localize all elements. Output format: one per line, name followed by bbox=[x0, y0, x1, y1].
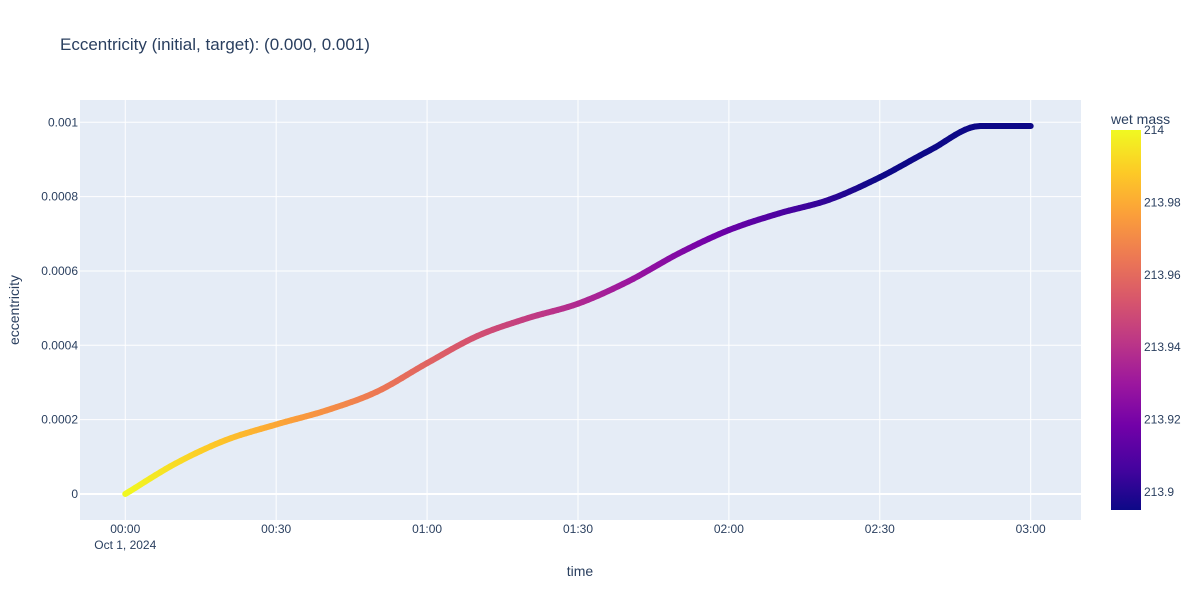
colorbar-tick-label: 213.92 bbox=[1144, 413, 1181, 427]
colorbar-tick-label: 213.9 bbox=[1144, 485, 1174, 499]
x-tick-label: 01:00 bbox=[412, 522, 442, 536]
eccentricity-trace bbox=[122, 123, 1034, 497]
colorbar-tick-label: 213.98 bbox=[1144, 195, 1181, 209]
y-tick-label: 0.0006 bbox=[41, 264, 78, 278]
y-tick-label: 0.0004 bbox=[41, 338, 78, 352]
x-tick-label: 00:00 bbox=[110, 522, 140, 536]
colorbar-title: wet mass bbox=[1110, 111, 1170, 127]
colorbar-ticks: 214 213.98 213.96 213.94 213.92 213.9 bbox=[1144, 123, 1181, 499]
colorbar: wet mass 214 213.98 213.96 213.94 213.92 213.… bbox=[1110, 111, 1181, 510]
colorbar-tick-label: 213.96 bbox=[1144, 268, 1181, 282]
colorbar-tick-label: 214 bbox=[1144, 123, 1164, 137]
x-tick-label: 00:30 bbox=[261, 522, 291, 536]
x-axis-title: time bbox=[567, 563, 594, 579]
x-tick-label: 02:30 bbox=[865, 522, 895, 536]
chart-title: Eccentricity (initial, target): (0.000, … bbox=[60, 35, 370, 54]
plot-area bbox=[80, 100, 1081, 520]
x-tick-label: 03:00 bbox=[1016, 522, 1046, 536]
colorbar-tick-label: 213.94 bbox=[1144, 340, 1181, 354]
y-tick-label: 0 bbox=[71, 487, 78, 501]
grid-lines bbox=[80, 100, 1081, 520]
y-tick-label: 0.001 bbox=[48, 115, 78, 129]
x-tick-label: 01:30 bbox=[563, 522, 593, 536]
y-tick-label: 0.0002 bbox=[41, 413, 78, 427]
x-tick-label: 02:00 bbox=[714, 522, 744, 536]
y-axis-title: eccentricity bbox=[6, 275, 22, 345]
y-tick-label: 0.0008 bbox=[41, 190, 78, 204]
x-tick-sublabel: Oct 1, 2024 bbox=[94, 538, 156, 552]
colorbar-gradient bbox=[1111, 130, 1141, 510]
x-axis-ticks: 00:00 Oct 1, 2024 00:30 01:00 01:30 02:00 02:3… bbox=[94, 522, 1046, 552]
y-axis-ticks: 0 0.0002 0.0004 0.0006 0.0008 0.001 bbox=[41, 115, 78, 501]
